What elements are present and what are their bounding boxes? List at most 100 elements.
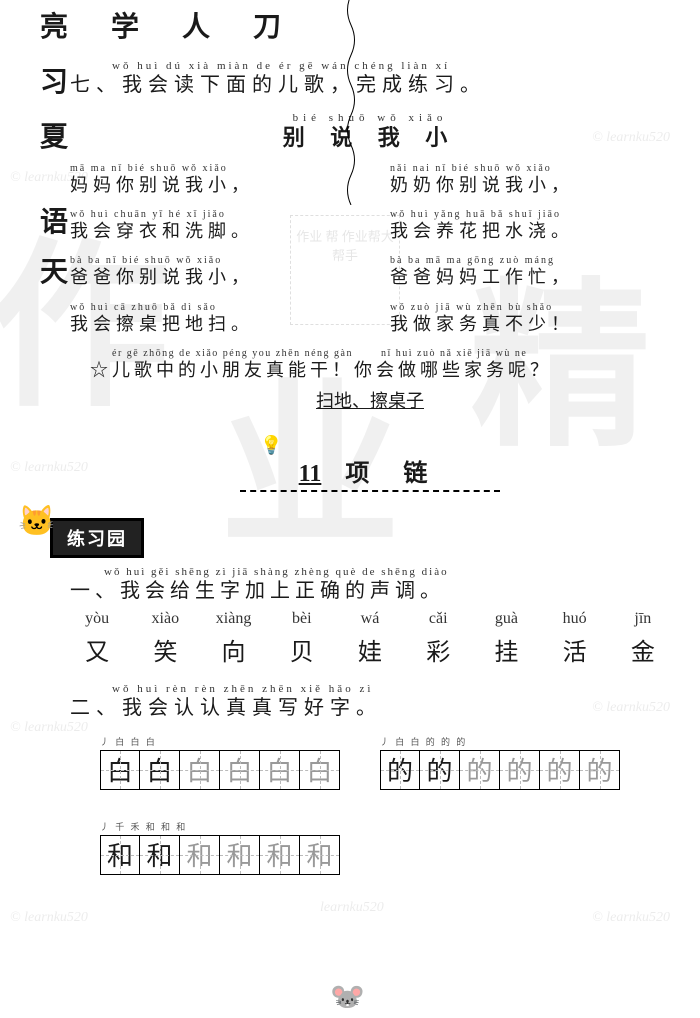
char-hanzi: 娃	[351, 632, 389, 667]
pinyin-left: ér gē zhōng de xiǎo péng you zhēn néng g…	[112, 348, 353, 359]
char-hanzi: 挂	[487, 632, 525, 667]
char-pinyin-row: yòuxiàoxiàngbèiwácǎiguàhuójīn	[70, 610, 670, 628]
grid-block: 丿 白 白 的 的 的的的的的的的	[380, 735, 620, 790]
pinyin: wǒ huì chuān yī hé xǐ jiǎo	[70, 209, 350, 220]
hanzi: 我做家务真不少！	[390, 313, 670, 336]
char-pinyin: yòu	[78, 610, 116, 628]
pinyin: wǒ huì cā zhuō bǎ dì sǎo	[70, 302, 350, 313]
grid-row: 和和和和和和	[100, 835, 340, 875]
char-pinyin: jīn	[624, 610, 662, 628]
tian-cell: 的	[500, 750, 540, 790]
hanzi: 爸爸妈妈工作忙，	[390, 266, 670, 289]
pinyin: wǒ huì gěi shēng zì jiā shàng zhèng què …	[104, 566, 670, 578]
hanzi: 我会穿衣和洗脚。	[70, 220, 350, 243]
poem-row: wǒ huì chuān yī hé xǐ jiǎo我会穿衣和洗脚。wǒ huì…	[70, 209, 670, 243]
poem-title: bié shuō wǒ xiǎo 别 说 我 小	[70, 112, 670, 153]
tian-cell: 白	[100, 750, 140, 790]
section-7-title: wǒ huì dú xià miàn de ér gē wán chéng li…	[70, 60, 670, 98]
char-hanzi: 彩	[419, 632, 457, 667]
tian-cell: 和	[260, 835, 300, 875]
tian-cell: 的	[460, 750, 500, 790]
char-hanzi: 贝	[283, 632, 321, 667]
tian-cell: 和	[300, 835, 340, 875]
char-pinyin: huó	[556, 610, 594, 628]
star-question: ér gē zhōng de xiǎo péng you zhēn néng g…	[70, 348, 670, 382]
poem-left: wǒ huì cā zhuō bǎ dì sǎo我会擦桌把地扫。	[70, 302, 350, 336]
grid-row: 的的的的的的	[380, 750, 620, 790]
pinyin: wǒ huì dú xià miàn de ér gē wán chéng li…	[112, 60, 670, 72]
watermark-url: © learnku520	[10, 910, 88, 926]
char-hanzi-row: 又笑向贝娃彩挂活金	[70, 632, 670, 667]
hanzi: 我会擦桌把地扫。	[70, 313, 350, 336]
pinyin: wǒ zuò jiā wù zhēn bù shǎo	[390, 302, 670, 313]
tian-cell: 的	[580, 750, 620, 790]
hanzi: 二、我会认认真真写好字。	[70, 695, 670, 721]
hanzi: 爸爸你别说我小，	[70, 266, 350, 289]
tian-cell: 和	[140, 835, 180, 875]
poem-row: wǒ huì cā zhuō bǎ dì sǎo我会擦桌把地扫。 wǒ zuò j…	[70, 302, 670, 336]
tian-cell: 和	[220, 835, 260, 875]
pinyin: nǎi nai nǐ bié shuō wǒ xiǎo	[390, 163, 670, 174]
tian-cell: 白	[260, 750, 300, 790]
tian-cell: 和	[100, 835, 140, 875]
hanzi: 别 说 我 小	[70, 124, 670, 153]
lesson-header: 💡 11 项 链	[220, 453, 520, 492]
pinyin: bié shuō wǒ xiǎo	[70, 112, 670, 124]
poem-row: bà ba nǐ bié shuō wǒ xiǎo爸爸你别说我小， bà ba m…	[70, 255, 670, 289]
char-pinyin: wá	[351, 610, 389, 628]
char-pinyin: bèi	[283, 610, 321, 628]
mascot-icon: 🐱	[18, 504, 55, 539]
grid-block: 丿 白 白 白白白白白白白	[100, 735, 340, 790]
poem-body: mā ma nǐ bié shuō wǒ xiǎo妈妈你别说我小， nǎi nai…	[70, 163, 670, 337]
tian-cell: 的	[540, 750, 580, 790]
grid-block: 丿 千 禾 和 和 和和和和和和和	[100, 820, 340, 875]
tian-cell: 白	[180, 750, 220, 790]
pinyin-right: nǐ huì zuò nǎ xiē jiā wù ne	[381, 348, 527, 359]
char-pinyin: xiào	[146, 610, 184, 628]
lamp-icon: 💡	[260, 435, 282, 456]
poem-left: mā ma nǐ bié shuō wǒ xiǎo妈妈你别说我小，	[70, 163, 350, 197]
handwritten-answer: 扫地、擦桌子	[70, 387, 670, 413]
char-hanzi: 笑	[146, 632, 184, 667]
watermark-url: © learnku520	[592, 910, 670, 926]
hanzi: 我会养花把水浇。	[390, 220, 670, 243]
pinyin: mā ma nǐ bié shuō wǒ xiǎo	[70, 163, 350, 174]
stroke-hint: 丿 千 禾 和 和 和	[100, 820, 340, 833]
exercise-1: wǒ huì gěi shēng zì jiā shàng zhèng què …	[70, 566, 670, 667]
tian-cell: 的	[420, 750, 460, 790]
hanzi: 一、我会给生字加上正确的声调。	[70, 578, 670, 604]
tian-cell: 白	[140, 750, 180, 790]
poem-row: mā ma nǐ bié shuō wǒ xiǎo妈妈你别说我小， nǎi nai…	[70, 163, 670, 197]
char-hanzi: 又	[78, 632, 116, 667]
lesson-name: 项 链	[345, 461, 441, 487]
poem-left: wǒ huì chuān yī hé xǐ jiǎo我会穿衣和洗脚。	[70, 209, 350, 243]
poem-right: nǎi nai nǐ bié shuō wǒ xiǎo奶奶你别说我小，	[390, 163, 670, 197]
footer-mascot-icon: 🐭	[330, 980, 365, 1014]
char-hanzi: 金	[624, 632, 662, 667]
poem-right: wǒ huì yǎng huā bǎ shuǐ jiāo我会养花把水浇。	[390, 209, 670, 243]
watermark-url: learnku520	[320, 900, 384, 916]
tian-cell: 白	[220, 750, 260, 790]
pinyin: bà ba nǐ bié shuō wǒ xiǎo	[70, 255, 350, 266]
exercise-2: wǒ huì rèn rèn zhēn zhēn xiě hǎo zì 二、我会…	[70, 683, 670, 875]
hanzi: 奶奶你别说我小，	[390, 174, 670, 197]
pinyin: wǒ huì yǎng huā bǎ shuǐ jiāo	[390, 209, 670, 220]
hanzi: 妈妈你别说我小，	[70, 174, 350, 197]
exercise-badge: 🐱 练习园	[50, 518, 144, 558]
tian-cell: 的	[380, 750, 420, 790]
badge-label: 练习园	[50, 518, 144, 558]
tian-cell: 白	[300, 750, 340, 790]
char-hanzi: 向	[214, 632, 252, 667]
poem-right: wǒ zuò jiā wù zhēn bù shǎo我做家务真不少！	[390, 302, 670, 336]
char-pinyin: guà	[487, 610, 525, 628]
pinyin: bà ba mā ma gōng zuò máng	[390, 255, 670, 266]
tian-cell: 和	[180, 835, 220, 875]
char-pinyin: xiàng	[214, 610, 252, 628]
poem-right: bà ba mā ma gōng zuò máng爸爸妈妈工作忙，	[390, 255, 670, 289]
poem-left: bà ba nǐ bié shuō wǒ xiǎo爸爸你别说我小，	[70, 255, 350, 289]
stroke-hint: 丿 白 白 的 的 的	[380, 735, 620, 748]
stroke-hint: 丿 白 白 白	[100, 735, 340, 748]
grid-row: 白白白白白白	[100, 750, 340, 790]
char-hanzi: 活	[556, 632, 594, 667]
pinyin: wǒ huì rèn rèn zhēn zhēn xiě hǎo zì	[112, 683, 670, 695]
